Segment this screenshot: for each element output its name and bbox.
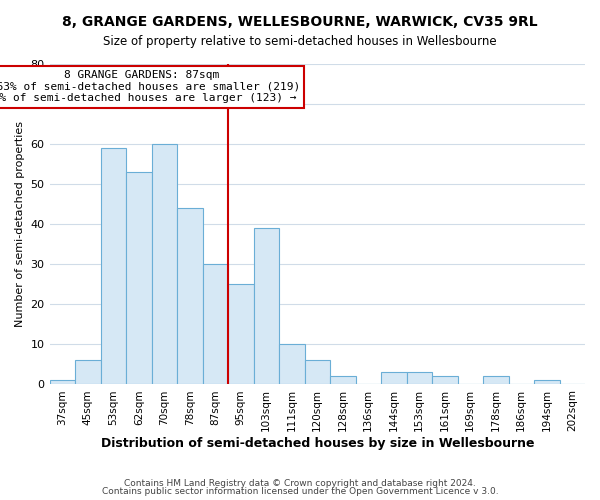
Text: Size of property relative to semi-detached houses in Wellesbourne: Size of property relative to semi-detach…	[103, 35, 497, 48]
X-axis label: Distribution of semi-detached houses by size in Wellesbourne: Distribution of semi-detached houses by …	[101, 437, 534, 450]
Bar	[177, 208, 203, 384]
Bar	[228, 284, 254, 384]
Bar	[101, 148, 126, 384]
Bar	[279, 344, 305, 385]
Text: 8 GRANGE GARDENS: 87sqm
← 63% of semi-detached houses are smaller (219)
36% of s: 8 GRANGE GARDENS: 87sqm ← 63% of semi-de…	[0, 70, 300, 103]
Text: 8, GRANGE GARDENS, WELLESBOURNE, WARWICK, CV35 9RL: 8, GRANGE GARDENS, WELLESBOURNE, WARWICK…	[62, 15, 538, 29]
Text: Contains HM Land Registry data © Crown copyright and database right 2024.: Contains HM Land Registry data © Crown c…	[124, 478, 476, 488]
Bar	[534, 380, 560, 384]
Bar	[75, 360, 101, 384]
Bar	[254, 228, 279, 384]
Bar	[126, 172, 152, 384]
Y-axis label: Number of semi-detached properties: Number of semi-detached properties	[15, 121, 25, 327]
Bar	[203, 264, 228, 384]
Bar	[50, 380, 75, 384]
Bar	[381, 372, 407, 384]
Text: Contains public sector information licensed under the Open Government Licence v : Contains public sector information licen…	[101, 487, 499, 496]
Bar	[407, 372, 432, 384]
Bar	[152, 144, 177, 384]
Bar	[330, 376, 356, 384]
Bar	[432, 376, 458, 384]
Bar	[483, 376, 509, 384]
Bar	[305, 360, 330, 384]
